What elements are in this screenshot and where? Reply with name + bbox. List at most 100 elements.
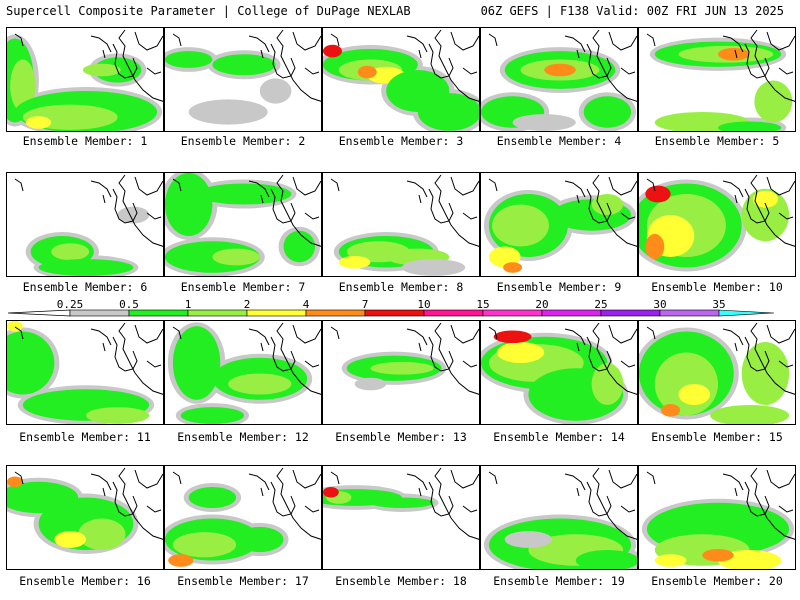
ensemble-member-label: Ensemble Member: 1 [22,134,148,148]
ensemble-member-label: Ensemble Member: 13 [335,430,467,444]
scp-contour-fill [7,331,55,395]
coastline-outline [172,467,321,540]
scp-contour-fill [503,262,523,273]
colorbar-tick-label: 2 [243,298,251,311]
ensemble-member-label: Ensemble Member: 18 [335,574,467,588]
ensemble-map-panel-2 [164,27,322,132]
coastline-outline [488,174,637,247]
scp-contour-fill [654,554,687,567]
colorbar-tick-label: 0.25 [56,298,84,311]
scp-contour-fill [259,78,292,104]
ensemble-member-label: Ensemble Member: 19 [493,574,625,588]
ensemble-member-label: Ensemble Member: 8 [338,280,464,294]
map-title: Supercell Composite Parameter | College … [6,4,411,18]
scp-contour-fill [718,121,782,131]
scp-contour-fill [165,51,213,68]
ensemble-member-label: Ensemble Member: 20 [651,574,783,588]
ensemble-map-panel-14 [480,320,638,425]
coastline-outline [488,322,637,395]
color-scale-legend: 0.25 0.5 1 2 4 7 10 15 20 25 30 35 [8,298,788,322]
ensemble-member-label: Ensemble Member: 3 [338,134,464,148]
ensemble-map-panel-15 [638,320,796,425]
scp-contour-fill [583,96,632,128]
model-run-valid-time: 06Z GEFS | F138 Valid: 00Z FRI JUN 13 20… [480,4,784,18]
colorbar-tick-label: 10 [417,298,431,311]
coastline-outline [646,322,795,395]
colorbar-segment [482,309,543,317]
colorbar-segment [187,309,248,317]
ensemble-map-panel-18 [322,465,480,570]
coastline-outline [14,29,163,102]
coastline-outline [646,174,795,247]
scp-contour-fill [228,373,292,395]
scp-contour-fill [172,326,221,400]
ensemble-map-panel-16 [6,465,164,570]
scp-contour-fill [338,255,371,269]
coastline-outline [172,29,321,102]
scp-contour-fill [661,403,681,417]
scp-contour-fill [51,243,90,261]
coastline-outline [646,29,795,102]
scp-contour-fill [7,476,23,487]
scp-contour-fill [752,190,779,208]
scp-contour-fill [25,116,52,129]
scp-contour-fill [54,531,86,548]
colorbar-segment [541,309,602,317]
scp-contour-fill [323,44,342,58]
colorbar-segment [600,309,661,317]
ensemble-map-panel-6 [6,172,164,277]
ensemble-map-panel-12 [164,320,322,425]
scp-contour-fill [196,183,292,205]
scp-contour-fill [323,487,339,498]
ensemble-member-label: Ensemble Member: 12 [177,430,309,444]
scp-contour-fill [354,377,387,391]
ensemble-map-panel-10 [638,172,796,277]
ensemble-map-panel-8 [322,172,480,277]
colorbar-right-arrow [718,309,775,317]
scp-contour-fill [357,65,377,79]
colorbar-segment [364,309,425,317]
coastline-outline [14,322,163,395]
scp-contour-fill [402,259,466,276]
scp-contour-fill [710,405,790,424]
ensemble-map-panel-11 [6,320,164,425]
ensemble-map-panel-3 [322,27,480,132]
scp-contour-fill [10,59,36,112]
colorbar-tick-label: 20 [535,298,549,311]
scp-contour-fill [82,63,121,77]
scp-contour-fill [504,531,553,548]
scp-contour-fill [645,233,665,260]
scp-contour-fill [741,342,790,405]
ensemble-member-label: Ensemble Member: 15 [651,430,783,444]
ensemble-member-label: Ensemble Member: 9 [496,280,622,294]
ensemble-member-label: Ensemble Member: 17 [177,574,309,588]
scp-contour-fill [165,173,213,236]
scp-contour-fill [180,407,244,424]
ensemble-member-label: Ensemble Member: 4 [496,134,622,148]
colorbar-tick-label: 1 [184,298,192,311]
ensemble-member-label: Ensemble Member: 5 [654,134,780,148]
scp-contour-fill [645,185,671,203]
coastline-outline [330,322,479,395]
colorbar-tick-label: 0.5 [119,298,139,311]
scp-contour-fill [188,487,237,508]
scp-contour-fill [168,554,194,567]
colorbar-tick-label: 4 [302,298,310,311]
scp-contour-fill [7,321,23,332]
scp-contour-fill [754,80,793,123]
ensemble-member-label: Ensemble Member: 6 [22,280,148,294]
colorbar-tick-label: 7 [361,298,369,311]
scp-contour-fill [718,550,782,569]
colorbar-segment [246,309,307,317]
scp-contour-fill [718,47,750,61]
scp-contour-fill [678,384,711,405]
scp-contour-fill [493,330,532,344]
coastline-outline [330,29,479,102]
colorbar-tick-label: 15 [476,298,490,311]
ensemble-map-panel-4 [480,27,638,132]
coastline-outline [330,467,479,540]
ensemble-map-panel-13 [322,320,480,425]
scp-contour-fill [575,550,637,569]
ensemble-map-panel-19 [480,465,638,570]
scp-contour-fill [492,204,549,247]
